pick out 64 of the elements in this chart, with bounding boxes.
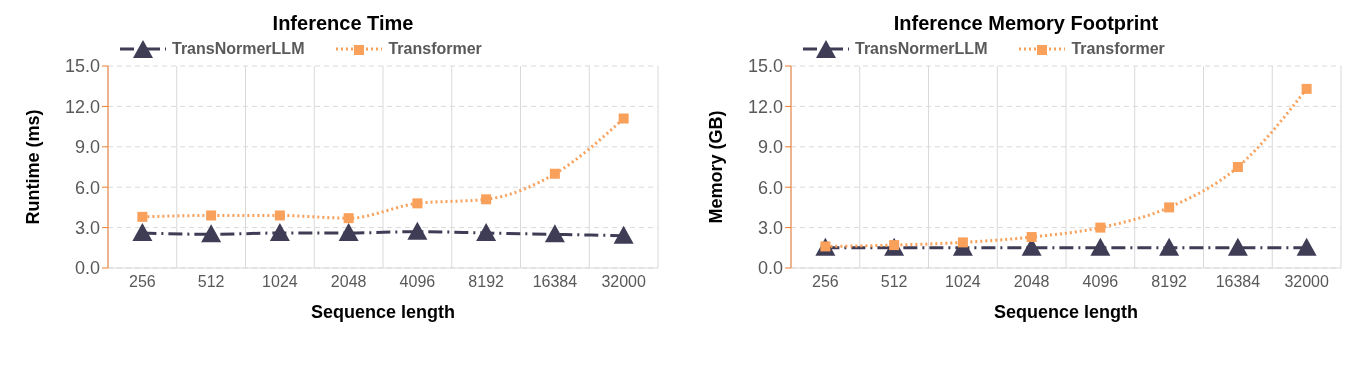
point [1159,237,1180,256]
y-tick-label: 12.0 [747,96,783,117]
y-tick-label: 3.0 [757,217,783,238]
x-tick-label: 1024 [262,273,298,291]
x-tick-label: 256 [812,273,839,291]
x-tick-label: 4096 [399,273,436,291]
y-tick-label: 0.0 [757,258,783,279]
legend-label: Transformer [388,40,482,58]
point [338,222,359,241]
x-tick-label: 512 [880,273,908,291]
y-axis-title: Memory (GB) [706,110,727,224]
point [549,168,560,179]
y-tick-label: 0.0 [74,258,100,279]
point [201,224,222,243]
x-tick-label: 32000 [601,273,646,291]
x-tick-label: 2048 [1013,273,1050,291]
x-tick-label: 1024 [945,273,981,291]
x-axis-title: Sequence length [993,302,1139,322]
x-tick-label: 4096 [1082,273,1119,291]
x-tick-label: 256 [129,273,156,291]
point [1301,83,1312,94]
point [957,237,968,248]
x-tick-label: 2048 [330,273,367,291]
x-axis-title: Sequence length [310,302,456,322]
point [1164,202,1175,213]
point [481,194,492,205]
point [206,210,217,221]
point [544,224,565,243]
y-tick-label: 15.0 [747,56,783,77]
y-tick-label: 9.0 [757,137,783,158]
legend-label: TransNormerLLM [172,40,305,58]
point [1095,222,1106,233]
point [1090,237,1111,256]
x-tick-label: 32000 [1284,273,1329,291]
y-tick-label: 12.0 [64,96,100,117]
x-tick-label: 16384 [1215,273,1261,291]
x-tick-label: 512 [197,273,225,291]
chart-title: Inference Time [271,11,415,36]
point [274,210,285,221]
y-tick-label: 6.0 [757,177,783,198]
point [412,198,423,209]
point [269,222,290,241]
legend-label: TransNormerLLM [855,40,988,58]
point [1227,237,1248,256]
y-tick-label: 15.0 [64,56,100,77]
point [1296,237,1317,256]
x-tick-label: 16384 [532,273,578,291]
point [476,222,497,241]
legend-label: Transformer [1071,40,1165,58]
x-tick-label: 8192 [1151,273,1188,291]
y-axis-title: Runtime (ms) [23,109,44,225]
point [343,213,354,224]
y-tick-label: 3.0 [74,217,100,238]
point [132,222,153,241]
x-tick-label: 8192 [468,273,505,291]
y-tick-label: 6.0 [74,177,100,198]
point [1026,232,1037,243]
point [618,113,629,124]
point [1232,162,1243,172]
y-tick-label: 9.0 [74,137,100,158]
point [613,225,634,244]
point [407,221,428,240]
point [137,211,148,222]
chart-title: Inference Memory Footprint [892,11,1160,36]
